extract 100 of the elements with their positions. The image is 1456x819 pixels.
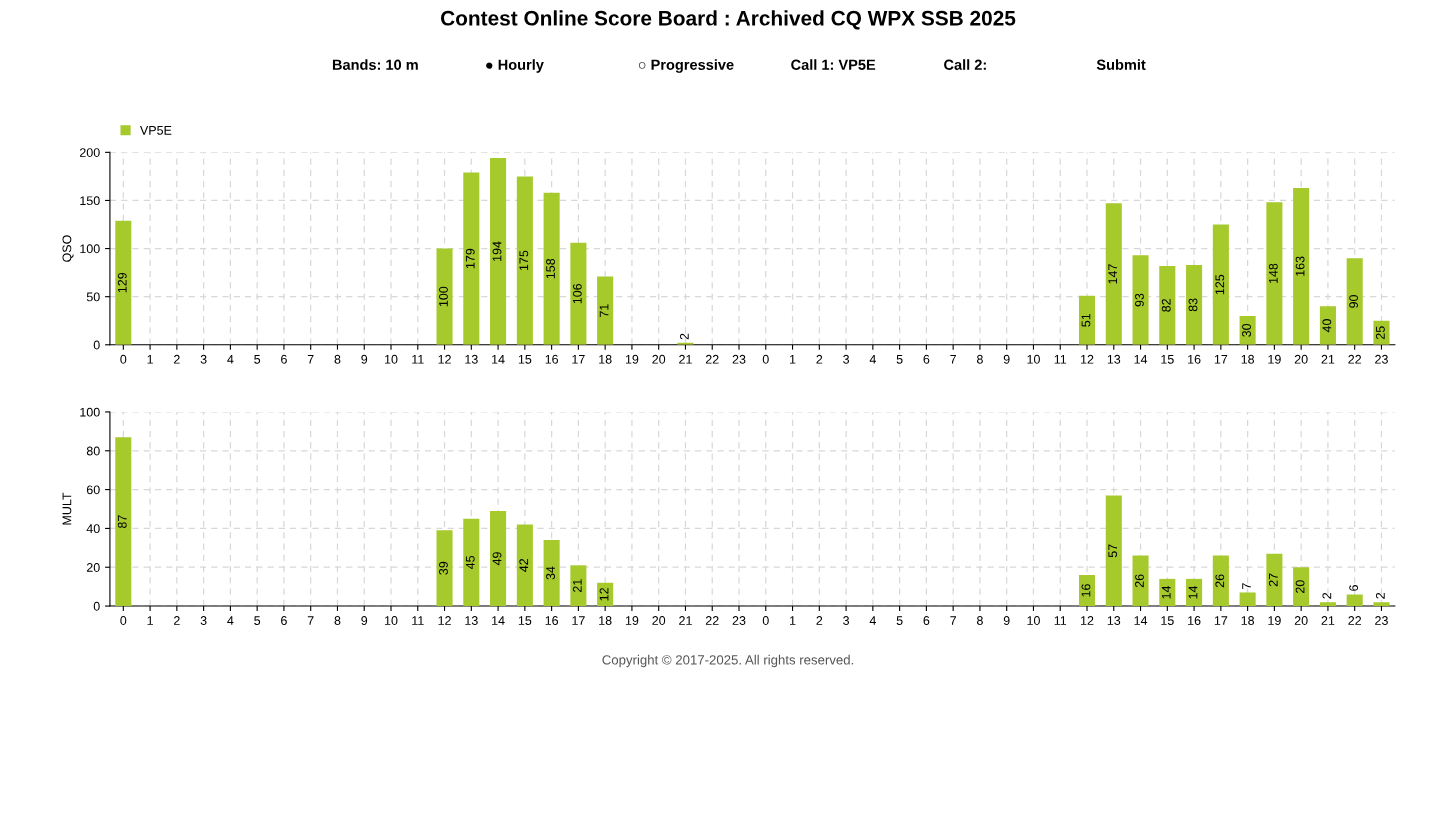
bar xyxy=(1346,594,1363,607)
x-tick-label: 19 xyxy=(625,354,639,364)
x-tick-label: 16 xyxy=(1188,354,1201,364)
bar xyxy=(1186,264,1203,345)
bar xyxy=(1266,202,1283,345)
y-tick-label: 100 xyxy=(80,407,100,417)
x-tick-label: 14 xyxy=(492,354,505,364)
data-label: 7 xyxy=(1242,583,1251,589)
x-tick-label: 14 xyxy=(1134,354,1148,364)
data-label: 163 xyxy=(1295,256,1305,276)
data-label: 87 xyxy=(117,515,127,529)
x-tick-label: 23 xyxy=(732,616,746,625)
x-tick-label: 19 xyxy=(1268,354,1281,364)
x-tick-label: 10 xyxy=(385,354,398,364)
y-tick-label: 150 xyxy=(80,196,100,206)
x-tick-label: 21 xyxy=(1321,354,1335,364)
bar xyxy=(436,248,453,345)
bar xyxy=(597,582,614,607)
x-tick-label: 15 xyxy=(518,354,532,364)
bar xyxy=(1132,255,1149,345)
bar xyxy=(1105,203,1122,345)
x-tick-label: 6 xyxy=(923,616,930,625)
data-label: 147 xyxy=(1108,264,1117,284)
y-axis-title: MULT xyxy=(62,492,72,525)
bar xyxy=(115,437,132,607)
data-label: 45 xyxy=(465,555,475,570)
x-tick-label: 18 xyxy=(1241,354,1255,364)
data-label: 30 xyxy=(1242,323,1251,337)
x-tick-label: 11 xyxy=(412,354,424,364)
y-tick-label: 50 xyxy=(86,292,100,302)
x-tick-label: 21 xyxy=(679,616,692,625)
x-tick-label: 12 xyxy=(1081,354,1094,364)
bar xyxy=(1212,555,1229,607)
x-tick-label: 7 xyxy=(307,354,314,364)
x-tick-label: 11 xyxy=(1054,354,1067,364)
data-label: 179 xyxy=(465,248,475,269)
x-tick-label: 6 xyxy=(281,354,287,364)
chart-title: Contest Online Score Board : Archived CQ WPX SSB 2025 xyxy=(440,10,1016,30)
x-tick-label: 7 xyxy=(950,354,957,364)
y-tick-label: 20 xyxy=(86,563,100,572)
x-tick-label: 0 xyxy=(762,354,769,364)
data-label: 175 xyxy=(519,250,529,271)
bar xyxy=(1373,602,1390,607)
x-tick-label: 23 xyxy=(1375,354,1388,364)
x-tick-label: 8 xyxy=(976,354,983,364)
bar xyxy=(490,510,507,607)
bar xyxy=(1319,602,1336,607)
x-tick-label: 9 xyxy=(361,616,368,625)
y-tick-label: 200 xyxy=(79,148,100,157)
data-label: 148 xyxy=(1268,263,1278,284)
x-tick-label: 17 xyxy=(572,616,585,625)
data-label: 14 xyxy=(1188,585,1198,599)
x-tick-label: 22 xyxy=(705,616,719,625)
data-label: 27 xyxy=(1268,573,1278,587)
data-label: 194 xyxy=(492,241,502,261)
x-tick-label: 18 xyxy=(599,354,612,364)
x-tick-label: 8 xyxy=(976,616,983,625)
x-tick-label: 4 xyxy=(227,616,234,625)
bar xyxy=(1266,553,1283,607)
bar xyxy=(1078,575,1096,607)
x-tick-label: 12 xyxy=(1081,616,1094,625)
x-tick-label: 2 xyxy=(174,354,180,364)
data-label: 14 xyxy=(1161,585,1171,599)
y-tick-label: 100 xyxy=(80,244,100,254)
data-label: 158 xyxy=(546,258,555,279)
data-label: 49 xyxy=(492,552,502,566)
x-tick-label: 17 xyxy=(1214,354,1228,364)
x-tick-label: 1 xyxy=(790,354,796,364)
x-tick-label: 0 xyxy=(120,616,127,625)
data-label: 83 xyxy=(1188,298,1198,312)
x-tick-label: 9 xyxy=(361,354,368,364)
x-tick-label: 13 xyxy=(465,354,478,364)
x-tick-label: 8 xyxy=(334,354,341,364)
x-tick-label: 13 xyxy=(1107,616,1121,625)
bar xyxy=(1105,495,1122,607)
x-tick-label: 19 xyxy=(625,616,639,625)
bar xyxy=(490,158,507,345)
data-label: 26 xyxy=(1215,574,1225,588)
y-tick-label: 0 xyxy=(93,340,100,350)
data-label: 40 xyxy=(1322,319,1332,333)
x-tick-label: 15 xyxy=(1161,354,1174,364)
x-tick-label: 20 xyxy=(652,616,666,625)
bar xyxy=(1132,555,1149,607)
x-tick-label: 17 xyxy=(572,354,585,364)
data-label: 34 xyxy=(546,566,555,580)
x-tick-label: 1 xyxy=(147,354,153,364)
x-tick-label: 7 xyxy=(307,616,314,625)
x-tick-label: 6 xyxy=(281,616,287,625)
x-tick-label: 22 xyxy=(1348,354,1362,364)
x-tick-label: 18 xyxy=(599,616,612,625)
data-label: 71 xyxy=(599,304,609,317)
data-label: 21 xyxy=(572,579,582,592)
bar xyxy=(1159,578,1176,607)
text: ○ Progressive xyxy=(638,59,734,73)
x-tick-label: 22 xyxy=(1348,616,1362,625)
x-tick-label: 4 xyxy=(869,354,876,364)
x-tick-label: 16 xyxy=(545,354,559,364)
x-tick-label: 23 xyxy=(1375,616,1388,625)
y-tick-label: 0 xyxy=(93,601,100,611)
x-tick-label: 15 xyxy=(518,616,532,625)
